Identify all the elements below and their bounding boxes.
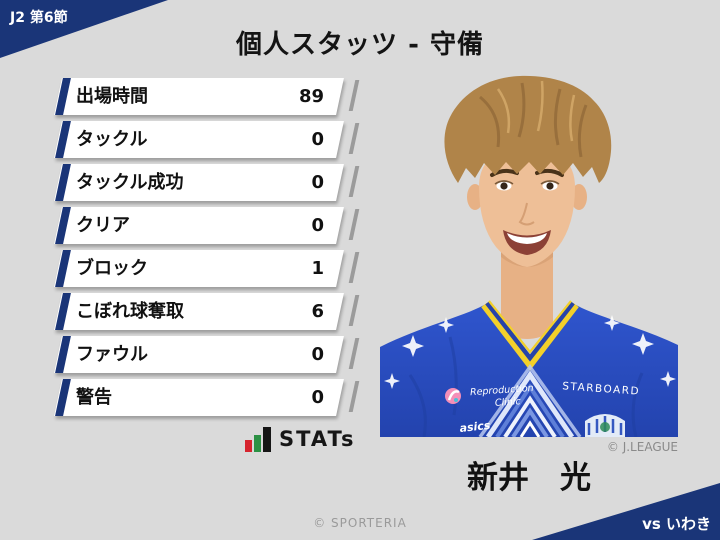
stat-value: 0: [311, 387, 324, 408]
page-title: 個人スタッツ - 守備: [236, 30, 484, 60]
stat-value: 0: [311, 172, 324, 193]
stat-value: 89: [298, 86, 324, 107]
eyebrow: [490, 168, 519, 177]
stat-row-tackles: タックル 0: [54, 121, 360, 158]
sponsor-reproduction-clinic: Reproduction Clinic: [445, 383, 534, 409]
sponsor-starboard: STARBOARD: [562, 380, 641, 397]
player-name: 新井 光: [467, 460, 591, 496]
stat-row-loose-ball-recoveries: こぼれ球奪取 6: [54, 293, 360, 330]
stats-logo: STATs: [245, 424, 355, 452]
stat-row-playing-time: 出場時間 89: [54, 78, 360, 115]
jersey-sparkles: [384, 315, 676, 389]
stat-value: 0: [311, 129, 324, 150]
nose: [518, 202, 535, 226]
stat-label: タックル: [76, 129, 148, 150]
stat-row-tail-mark: [348, 80, 360, 111]
brand-asics: asics: [459, 419, 491, 435]
jersey-chevron-pattern: [478, 363, 582, 439]
bar-chart-icon: [245, 427, 271, 452]
stat-row-tail-mark: [348, 123, 360, 154]
stat-row-fouls: ファウル 0: [54, 336, 360, 373]
stat-label: 出場時間: [76, 86, 148, 107]
stat-label: 警告: [76, 387, 112, 408]
stats-logo-text: STATs: [279, 427, 356, 451]
player-photo: Reproduction Clinic STARBOARD asics: [380, 75, 678, 439]
stat-label: クリア: [76, 215, 130, 236]
stat-row-tail-mark: [348, 166, 360, 197]
stat-row-tail-mark: [348, 381, 360, 412]
photo-credit: © J.LEAGUE: [606, 440, 678, 454]
player-portrait-illustration: Reproduction Clinic STARBOARD asics: [380, 75, 678, 439]
stat-label: ブロック: [76, 258, 148, 279]
jersey-crest: [585, 414, 625, 437]
svg-text:Reproduction: Reproduction: [470, 383, 534, 398]
stat-row-clearances: クリア 0: [54, 207, 360, 244]
stat-row-tail-mark: [348, 252, 360, 283]
footer-credit: © SPORTERIA: [313, 516, 407, 530]
teeth: [507, 233, 547, 244]
stat-label: ファウル: [76, 344, 148, 365]
stat-label: こぼれ球奪取: [76, 301, 184, 322]
opponent-ribbon-label: vs いわき: [642, 515, 711, 533]
stat-row-blocks: ブロック 1: [54, 250, 360, 287]
stat-row-tail-mark: [348, 209, 360, 240]
round-ribbon-label: J2 第6節: [10, 10, 68, 26]
stat-row-yellow-cards: 警告 0: [54, 379, 360, 416]
stat-row-tackles-won: タックル成功 0: [54, 164, 360, 201]
stat-row-tail-mark: [348, 295, 360, 326]
stat-row-tail-mark: [348, 338, 360, 369]
stat-value: 0: [311, 344, 324, 365]
ear: [571, 184, 587, 210]
ear: [467, 184, 483, 210]
svg-text:Clinic: Clinic: [495, 396, 522, 409]
stat-value: 0: [311, 215, 324, 236]
stat-value: 1: [311, 258, 324, 279]
stat-value: 6: [311, 301, 324, 322]
stat-label: タックル成功: [76, 172, 184, 193]
